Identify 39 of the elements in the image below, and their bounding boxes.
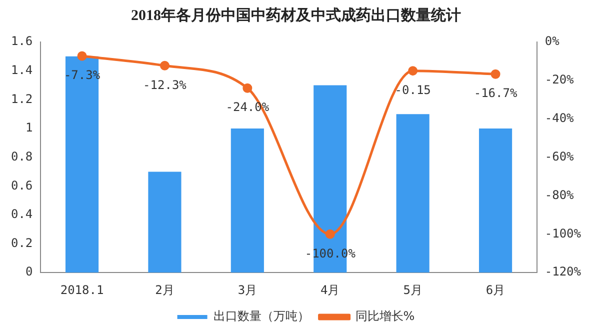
point [77,51,87,61]
y2-tick-label: -40% [544,110,575,125]
x-tick-label: 2018.1 [60,282,104,297]
x-tick-label: 3月 [238,282,258,297]
y2-tick-label: -60% [544,149,575,164]
chart-title: 2018年各月份中国中药材及中式成药出口数量统计 [130,6,462,25]
y-tick-label: 0.2 [10,236,33,250]
point [242,83,252,93]
y-tick-label: 1.4 [10,62,33,77]
bar [148,172,182,273]
bar [230,128,264,273]
y-tick-label: 0.4 [10,207,33,222]
x-tick-label: 2月 [155,282,174,297]
bar [396,114,430,273]
point [325,229,335,239]
point [408,66,418,76]
bar [478,128,512,273]
y-tick-label: 1.6 [10,34,33,48]
x-tick-label: 5月 [403,282,422,297]
annotation: -0.15 [394,82,431,97]
y2-tick-label: -20% [544,72,575,87]
x-tick-label: 6月 [486,282,506,297]
x-tick-label: 4月 [320,282,340,297]
point [160,60,170,70]
bar [65,56,99,273]
y2-tick-label: -120% [544,264,582,279]
y2-tick-label: 0% [544,34,560,48]
y-tick-label: 1 [25,120,33,135]
y-tick-label: 0 [25,264,33,279]
legend-label: 同比增长% [355,309,415,324]
data-label: -12.3% [143,78,188,92]
point [490,69,500,79]
y2-tick-label: -80% [544,188,575,202]
y-tick-label: 0.8 [10,149,33,164]
y-tick-label: 1.2 [10,92,33,106]
data-label: -16.7% [474,86,518,100]
legend-label: 出口数量（万吨） [213,309,310,324]
y2-tick-label: -100% [544,226,582,240]
y-tick-label: 0.6 [10,178,33,192]
